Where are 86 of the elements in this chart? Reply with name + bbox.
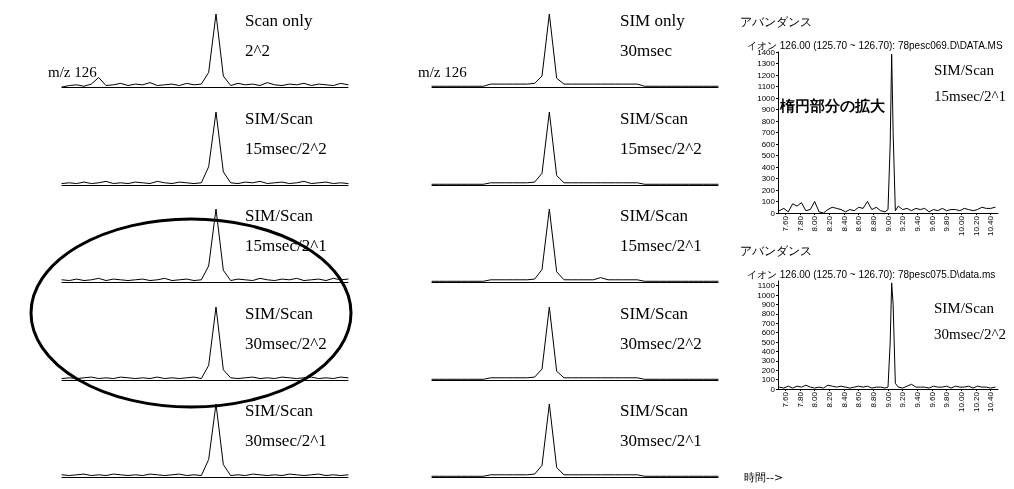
y-tick-label: 200 xyxy=(761,185,776,195)
x-tick-label: 10.40 xyxy=(986,391,996,413)
y-tick-label: 700 xyxy=(761,128,776,137)
x-tick-label: 8.80 xyxy=(868,391,878,408)
annotation: 15msec/2^1 xyxy=(620,236,702,255)
x-tick-label: 9.60 xyxy=(927,391,937,408)
annotation: 30msec/2^1 xyxy=(245,431,327,450)
x-tick-label: 7.80 xyxy=(795,215,805,232)
x-tick-label: 9.00 xyxy=(883,215,893,232)
y-tick-label: 1100 xyxy=(757,82,776,91)
x-tick-label: 9.80 xyxy=(942,215,952,232)
annotation: 15msec/2^2 xyxy=(245,138,327,158)
annotation: 2^2 xyxy=(245,41,270,60)
y-tick-label: 1300 xyxy=(757,59,776,68)
y-axis-title: アバンダンス xyxy=(740,244,812,258)
y-tick-label: 900 xyxy=(761,299,776,309)
annotation: SIM only xyxy=(620,11,686,30)
y-tick-label: 100 xyxy=(761,197,776,206)
annotation: Scan only xyxy=(245,11,314,30)
y-tick-label: 400 xyxy=(761,346,776,356)
y-tick-label: 1100 xyxy=(757,281,776,291)
annotation: SIM/Scan xyxy=(620,206,689,225)
y-tick-label: 300 xyxy=(761,356,776,366)
x-tick-label: 8.60 xyxy=(854,215,864,232)
x-tick-label: 10.00 xyxy=(956,391,966,413)
y-tick-label: 0 xyxy=(770,384,776,394)
annotation: SIM/Scan xyxy=(245,206,314,225)
x-tick-label: 9.20 xyxy=(898,215,908,232)
chart-title: イオン 126.00 (125.70 ~ 126.70): 78pesc075.D\data.ms xyxy=(747,268,996,280)
x-tick-label: 7.60 xyxy=(780,391,790,408)
x-tick-label: 8.40 xyxy=(839,215,849,232)
x-tick-label: 10.20 xyxy=(971,391,981,413)
y-tick-label: 1000 xyxy=(757,93,776,103)
annotation: SIM/Scan xyxy=(620,401,689,420)
y-tick-label: 600 xyxy=(761,328,776,338)
y-tick-label: 900 xyxy=(761,105,776,114)
annotation: 15msec/2^1 xyxy=(934,87,1007,104)
annotation: m/z 126 xyxy=(418,63,468,80)
annotation: m/z 126 xyxy=(48,63,98,80)
y-tick-label: 0 xyxy=(770,208,776,218)
x-tick-label: 7.80 xyxy=(795,391,805,408)
y-tick-label: 500 xyxy=(761,337,776,347)
x-tick-label: 9.00 xyxy=(883,391,893,408)
annotation: SIM/Scan xyxy=(620,303,689,323)
x-tick-label: 9.60 xyxy=(927,215,937,232)
y-tick-label: 400 xyxy=(761,162,776,172)
annotation: 30msec/2^2 xyxy=(620,333,702,353)
x-tick-label: 9.40 xyxy=(912,215,922,232)
x-tick-label: 8.60 xyxy=(854,391,864,408)
y-tick-label: 300 xyxy=(761,174,776,183)
x-tick-label: 9.80 xyxy=(942,391,952,408)
x-tick-label: 8.20 xyxy=(824,215,834,232)
y-tick-label: 1200 xyxy=(757,70,776,80)
x-tick-label: 10.20 xyxy=(971,215,981,237)
annotation: 30msec/2^2 xyxy=(245,333,327,353)
annotation: 30msec xyxy=(620,41,673,60)
x-tick-label: 10.40 xyxy=(986,215,996,237)
annotation: SIM/Scan xyxy=(934,299,995,316)
annotation: SIM/Scan xyxy=(934,61,995,78)
x-tick-label: 8.20 xyxy=(824,391,834,408)
x-tick-label: 7.60 xyxy=(780,215,790,232)
annotation: 15msec/2^2 xyxy=(620,138,702,158)
x-tick-label: 8.00 xyxy=(810,391,820,408)
y-tick-label: 500 xyxy=(761,151,776,160)
annotation: SIM/Scan xyxy=(245,108,314,128)
x-axis-title: 時間--> xyxy=(744,471,784,484)
annotation: SIM/Scan xyxy=(245,303,314,323)
annotation: 楕円部分の拡大 xyxy=(779,96,886,115)
y-axis-title: アバンダンス xyxy=(740,15,812,29)
x-tick-label: 9.20 xyxy=(898,391,908,408)
annotation: 30msec/2^1 xyxy=(620,431,702,450)
y-tick-label: 100 xyxy=(761,375,776,385)
y-tick-label: 1000 xyxy=(757,290,776,300)
y-tick-label: 600 xyxy=(761,139,776,149)
y-tick-label: 800 xyxy=(761,116,776,126)
y-tick-label: 700 xyxy=(761,318,776,328)
annotation: 30msec/2^2 xyxy=(934,325,1007,342)
annotation: SIM/Scan xyxy=(245,401,314,420)
y-tick-label: 800 xyxy=(761,309,776,319)
x-tick-label: 9.40 xyxy=(912,391,922,408)
y-tick-label: 200 xyxy=(761,365,776,375)
x-tick-label: 8.40 xyxy=(839,391,849,408)
x-tick-label: 8.00 xyxy=(810,215,820,232)
x-tick-label: 10.00 xyxy=(956,215,966,237)
x-tick-label: 8.80 xyxy=(868,215,878,232)
annotation: SIM/Scan xyxy=(620,108,689,128)
